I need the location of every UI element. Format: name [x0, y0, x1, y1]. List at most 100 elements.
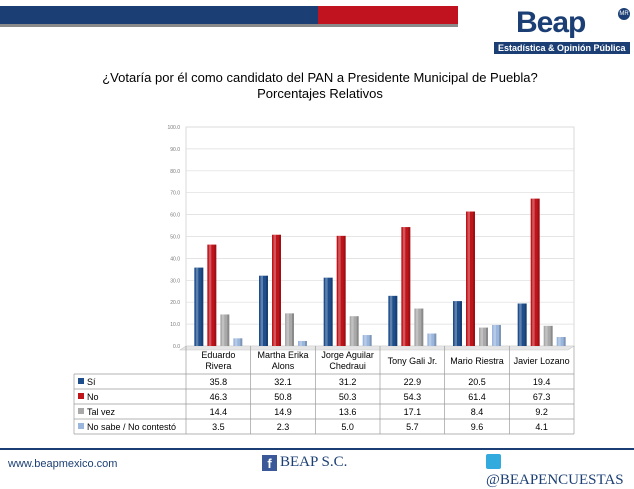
category-label: Martha Erika	[257, 350, 308, 360]
bar-shade	[460, 301, 462, 346]
header-underline	[0, 24, 458, 27]
bar	[298, 340, 307, 346]
bar-shade	[214, 244, 217, 346]
legend-swatch	[78, 393, 84, 399]
bar-shade	[266, 275, 268, 346]
bar-highlight	[467, 211, 470, 346]
bar	[388, 295, 398, 346]
category-label: Jorge Aguilar	[321, 350, 374, 360]
category-label: Chedraui	[329, 361, 366, 371]
legend-label: No	[87, 392, 99, 402]
facebook-icon: f	[262, 455, 277, 471]
bar-highlight	[364, 335, 367, 346]
category-label: Mario Riestra	[450, 356, 504, 366]
data-label: 9.2	[535, 407, 548, 417]
bar-shade	[240, 338, 243, 346]
bar-highlight	[260, 275, 263, 346]
data-label: 8.4	[471, 407, 484, 417]
bar-shade	[330, 277, 333, 346]
bar-shade	[369, 335, 372, 346]
bar-highlight	[402, 227, 406, 346]
data-label: 4.1	[535, 422, 548, 432]
bar	[207, 244, 217, 346]
data-label: 46.3	[210, 392, 228, 402]
legend-swatch	[78, 423, 84, 429]
bar-shade	[434, 333, 437, 346]
bar-shade	[550, 325, 553, 346]
data-label: 50.8	[274, 392, 292, 402]
data-label: 22.9	[404, 377, 422, 387]
category-label: Alons	[272, 361, 295, 371]
bar-highlight	[325, 277, 328, 346]
bar-shade	[473, 211, 475, 346]
data-label: 14.9	[274, 407, 292, 417]
bar	[401, 227, 411, 346]
bar-shade	[292, 313, 294, 346]
bar-highlight	[454, 301, 457, 346]
footer-facebook[interactable]: f BEAP S.C.	[262, 454, 347, 471]
data-label: 31.2	[339, 377, 357, 387]
bar-highlight	[493, 324, 496, 346]
y-tick-label: 90.0	[170, 147, 180, 153]
bar-shade	[524, 303, 527, 346]
bar-highlight	[221, 314, 225, 346]
bar	[362, 335, 372, 346]
bar-highlight	[415, 308, 419, 346]
bar-highlight	[519, 303, 522, 346]
bar-highlight	[480, 327, 483, 346]
y-tick-label: 10.0	[170, 322, 180, 328]
bar-highlight	[234, 338, 238, 346]
facebook-label: BEAP S.C.	[280, 454, 348, 470]
footer-website-link[interactable]: www.beapmexico.com	[8, 458, 118, 470]
bar-shade	[343, 235, 346, 346]
data-label: 14.4	[210, 407, 228, 417]
data-label: 67.3	[533, 392, 551, 402]
data-label: 2.3	[277, 422, 290, 432]
chart-floor	[179, 345, 575, 351]
legend-swatch	[78, 408, 84, 414]
data-label: 5.0	[341, 422, 354, 432]
data-label: 19.4	[533, 377, 551, 387]
bar	[349, 316, 359, 346]
bar	[466, 211, 475, 346]
bar	[194, 267, 204, 346]
bar	[233, 338, 243, 346]
footer-twitter[interactable]: @BEAPENCUESTAS	[486, 454, 634, 489]
data-label: 5.7	[406, 422, 419, 432]
bar	[530, 198, 540, 346]
data-label: 61.4	[468, 392, 486, 402]
bar	[285, 313, 294, 346]
y-tick-label: 40.0	[170, 256, 180, 262]
chart-subtitle: Porcentajes Relativos	[257, 86, 383, 101]
legend-label: Tal vez	[87, 407, 116, 417]
y-tick-label: 30.0	[170, 278, 180, 284]
data-label: 32.1	[274, 377, 292, 387]
bar-shade	[356, 316, 359, 346]
bar	[323, 277, 333, 346]
header-bar-blue	[0, 6, 318, 24]
bar-shade	[421, 308, 424, 346]
y-tick-label: 0.0	[173, 344, 180, 350]
bar-highlight	[273, 234, 276, 346]
bar	[414, 308, 424, 346]
y-tick-label: 50.0	[170, 235, 180, 241]
bar-highlight	[299, 340, 302, 346]
twitter-icon	[486, 454, 501, 469]
category-label: Tony Gali Jr.	[388, 356, 438, 366]
legend-swatch	[78, 378, 84, 384]
category-label: Rivera	[205, 361, 231, 371]
category-label: Eduardo	[201, 350, 235, 360]
bar	[336, 235, 346, 346]
bar-highlight	[532, 198, 535, 346]
y-tick-label: 20.0	[170, 300, 180, 306]
y-tick-label: 100.0	[167, 125, 180, 131]
bar	[259, 275, 268, 346]
bar-shade	[486, 327, 488, 346]
data-label: 50.3	[339, 392, 357, 402]
bar	[453, 301, 462, 346]
data-label: 54.3	[404, 392, 422, 402]
bar-highlight	[428, 333, 432, 346]
bar	[543, 325, 553, 346]
bar-shade	[408, 227, 411, 346]
bar-shade	[537, 198, 540, 346]
